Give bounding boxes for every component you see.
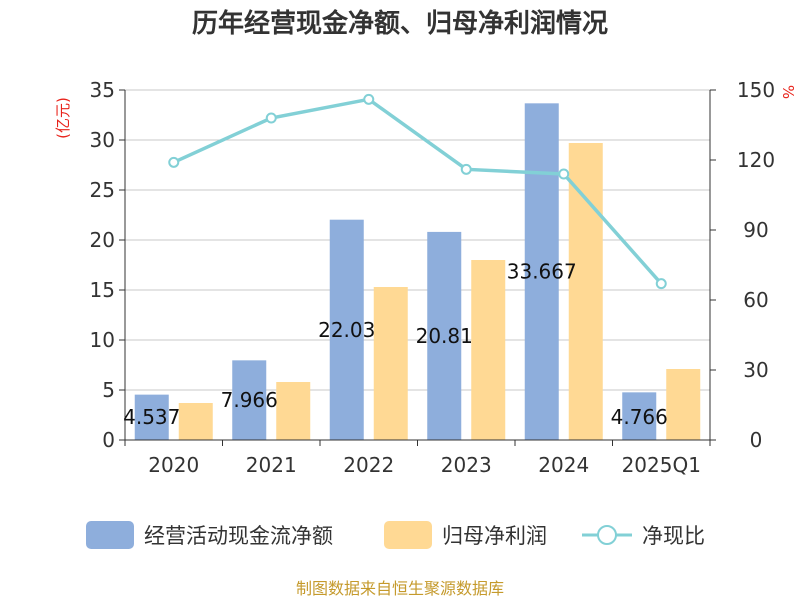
- net-profit-bar: [276, 382, 311, 440]
- cashflow-data-label: 33.667: [507, 260, 577, 284]
- legend-label-net-profit: 归母净利润: [442, 524, 547, 548]
- right-tick-label: 120: [737, 148, 775, 172]
- axes: 0 5 10 15 20 25 30 35 0 30 60 90 120 150 2020 2021 2022 2…: [90, 78, 776, 477]
- ratio-line: [168, 93, 667, 290]
- left-tick-label: 35: [90, 78, 115, 102]
- ratio-point: [460, 163, 472, 175]
- net-profit-bar: [666, 369, 701, 440]
- right-tick-label: 60: [743, 288, 768, 312]
- net-profit-bar: [568, 143, 603, 440]
- ratio-point: [655, 278, 667, 290]
- ratio-point: [363, 93, 375, 105]
- legend-swatch-net-profit: [384, 521, 432, 549]
- right-tick-label: 0: [750, 428, 763, 452]
- left-tick-label: 5: [102, 378, 115, 402]
- net-profit-bar: [373, 287, 408, 440]
- right-tick-label: 30: [743, 358, 768, 382]
- net-profit-bar: [471, 260, 506, 440]
- net-profit-bar: [178, 403, 213, 440]
- legend-swatch-cashflow: [86, 521, 134, 549]
- data-labels: 4.537 7.966 22.03 20.81 33.667 4.766: [123, 260, 668, 429]
- right-tick-label: 150: [737, 78, 775, 102]
- left-axis-unit: (亿元): [54, 97, 72, 139]
- cashflow-bar: [622, 392, 657, 440]
- x-tick-label: 2023: [441, 453, 492, 477]
- x-tick-label: 2020: [148, 453, 199, 477]
- right-axis-unit: %: [779, 85, 797, 99]
- ratio-point: [558, 168, 570, 180]
- cashflow-bar: [524, 103, 559, 440]
- x-tick-label: 2025Q1: [622, 453, 701, 477]
- legend-marker-ratio: [597, 525, 617, 545]
- cashflow-bar: [134, 394, 169, 440]
- source-note: 制图数据来自恒生聚源数据库: [296, 579, 504, 598]
- cashflow-bar: [427, 231, 462, 440]
- cashflow-data-label: 7.966: [221, 388, 278, 412]
- legend: 经营活动现金流净额 归母净利润 净现比: [86, 521, 705, 549]
- left-tick-label: 15: [90, 278, 115, 302]
- left-tick-label: 30: [90, 128, 115, 152]
- cashflow-data-label: 22.03: [318, 318, 375, 342]
- bars: [134, 103, 701, 440]
- ratio-point: [168, 156, 180, 168]
- chart-title: 历年经营现金净额、归母净利润情况: [192, 8, 608, 39]
- ratio-line-path: [173, 97, 663, 285]
- cashflow-data-label: 4.766: [611, 405, 668, 429]
- legend-label-cashflow: 经营活动现金流净额: [144, 524, 333, 548]
- legend-label-ratio: 净现比: [642, 524, 705, 548]
- left-tick-label: 20: [90, 228, 115, 252]
- left-tick-label: 10: [90, 328, 115, 352]
- x-tick-label: 2022: [343, 453, 394, 477]
- x-tick-label: 2024: [538, 453, 589, 477]
- right-tick-label: 90: [743, 218, 768, 242]
- cashflow-data-label: 20.81: [416, 324, 473, 348]
- cashflow-bar: [329, 219, 364, 440]
- x-tick-label: 2021: [246, 453, 297, 477]
- left-tick-label: 0: [102, 428, 115, 452]
- cashflow-bar: [232, 360, 267, 440]
- cashflow-data-label: 4.537: [123, 405, 180, 429]
- ratio-point: [265, 112, 277, 124]
- left-tick-label: 25: [90, 178, 115, 202]
